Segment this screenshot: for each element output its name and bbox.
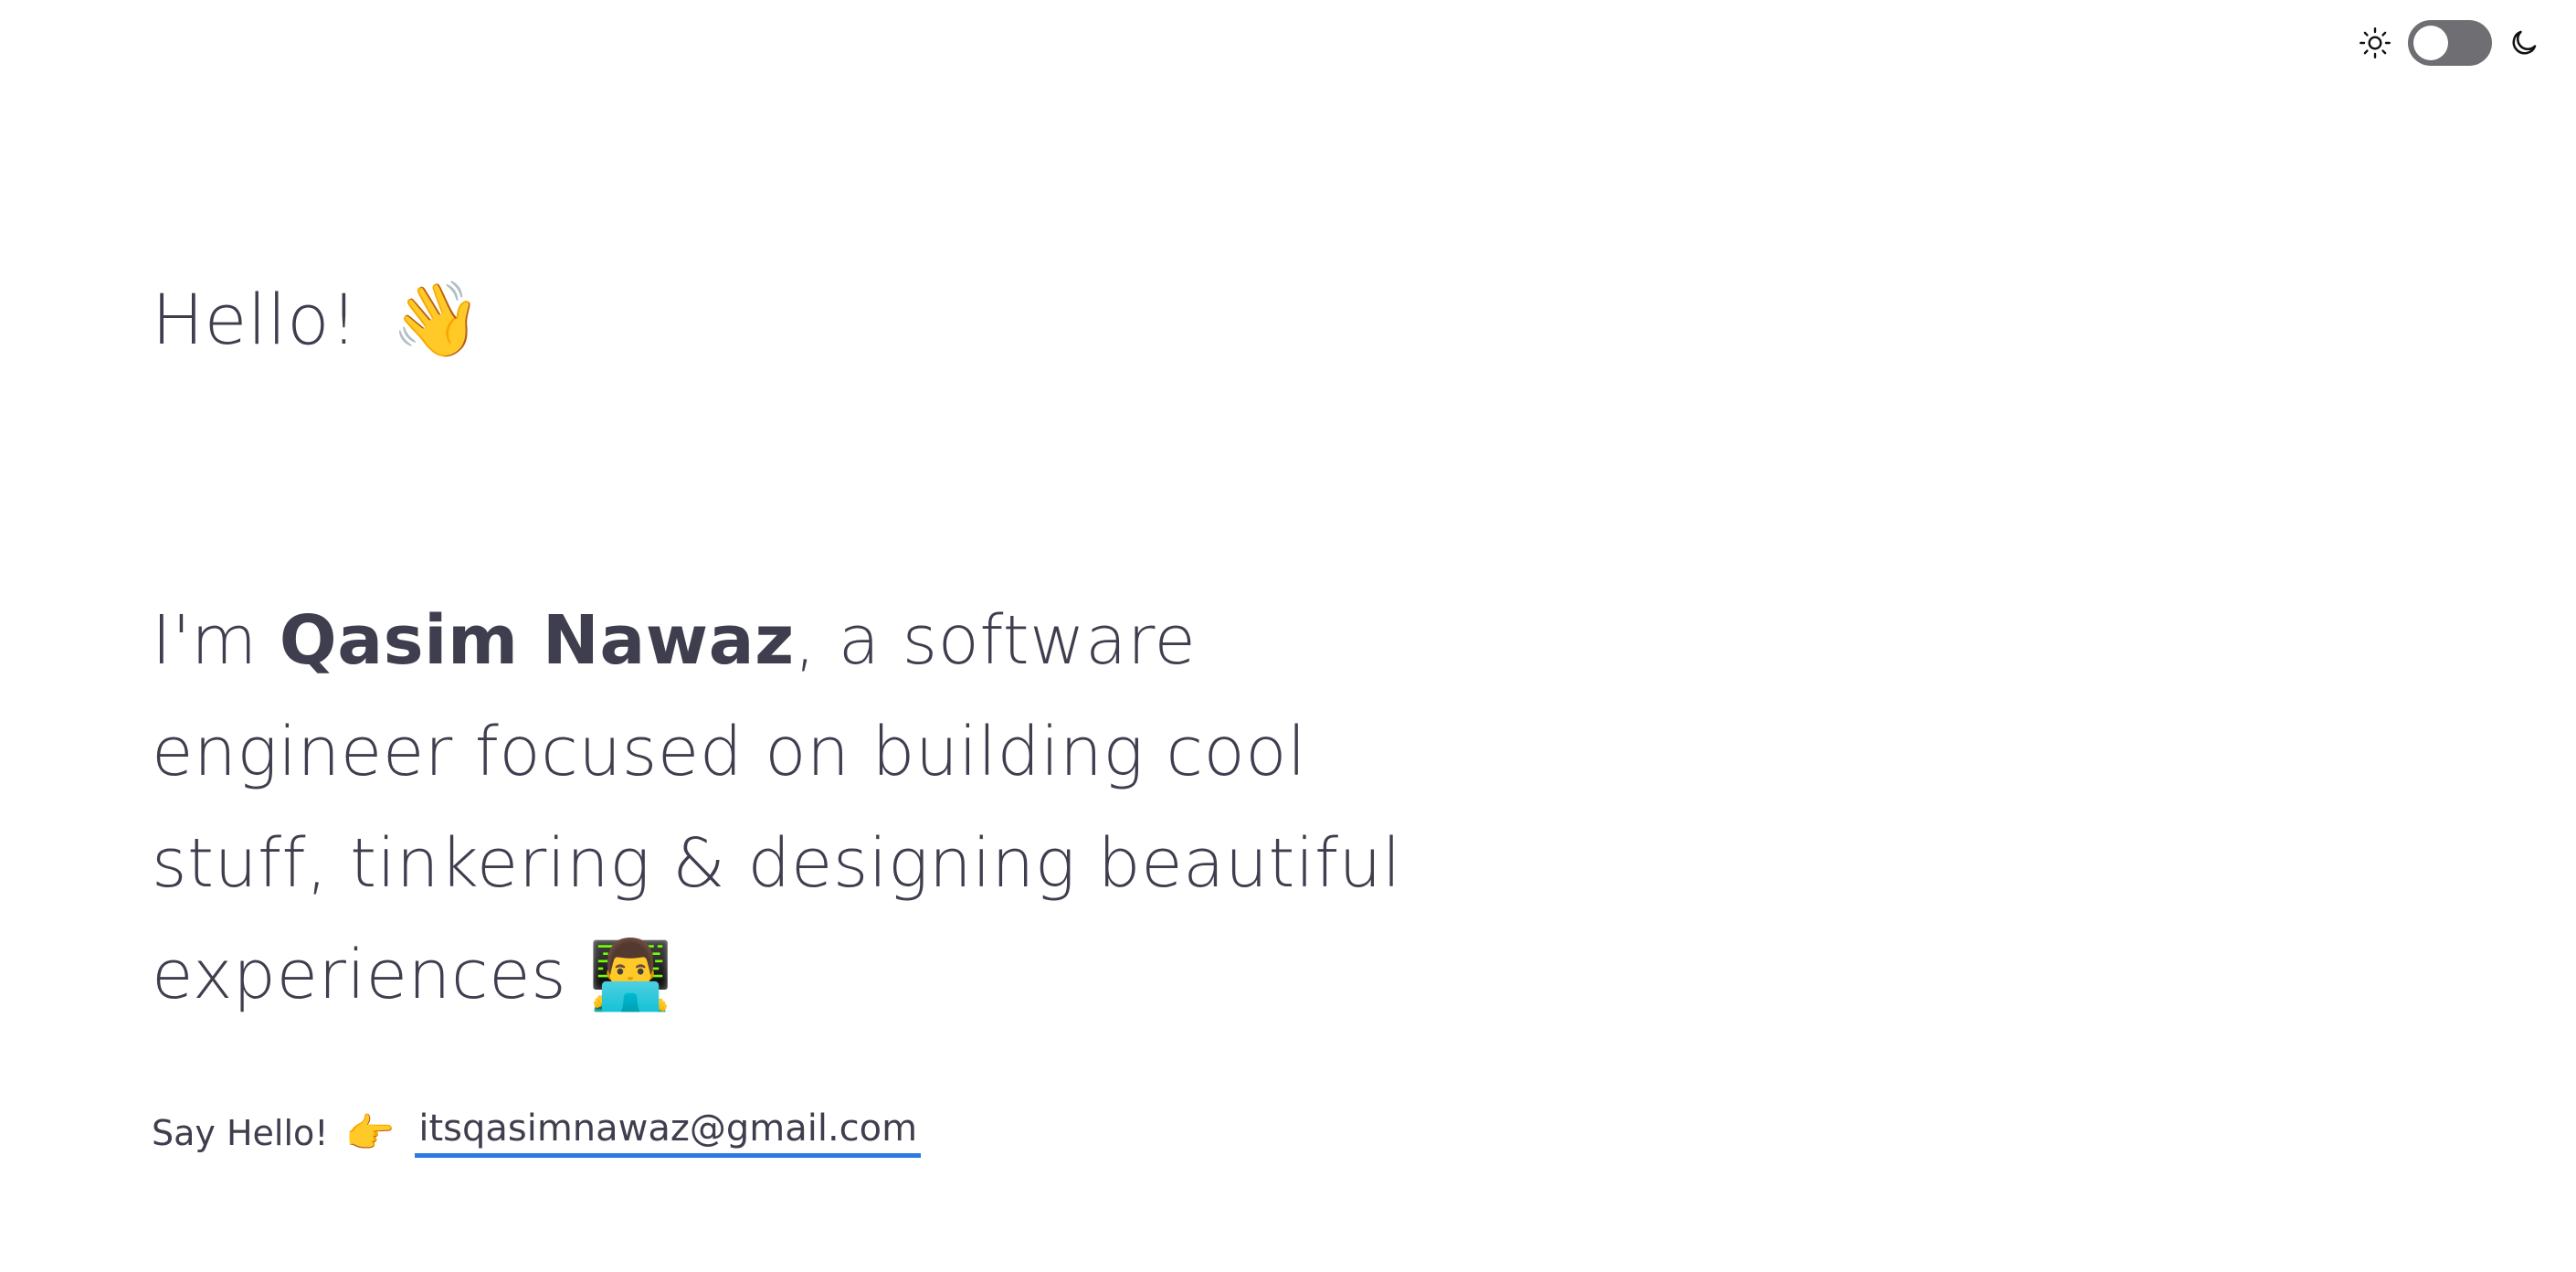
intro-paragraph: I'm Qasim Nawaz, a software engineer foc…	[152, 585, 1504, 1031]
theme-switch-knob	[2413, 26, 2448, 60]
contact-line: Say Hello! 👉 itsqasimnawaz@gmail.com	[152, 1108, 922, 1158]
intro-prefix: I'm	[152, 601, 280, 680]
greeting-heading: Hello! 👋	[152, 283, 482, 356]
technologist-icon: 👨‍💻	[588, 936, 673, 1014]
moon-icon	[2508, 27, 2539, 58]
theme-switch[interactable]	[2408, 20, 2492, 66]
author-name: Qasim Nawaz	[279, 601, 795, 680]
email-link[interactable]: itsqasimnawaz@gmail.com	[415, 1108, 922, 1158]
pointing-hand-icon: 👉	[344, 1109, 396, 1157]
greeting-text: Hello!	[152, 279, 359, 360]
waving-hand-icon: 👋	[391, 277, 483, 362]
theme-toggle	[2359, 20, 2539, 66]
say-hello-label: Say Hello!	[152, 1112, 329, 1153]
intro-suffix: , a software engineer focused on buildin…	[152, 601, 1402, 1014]
sun-icon	[2359, 26, 2391, 59]
